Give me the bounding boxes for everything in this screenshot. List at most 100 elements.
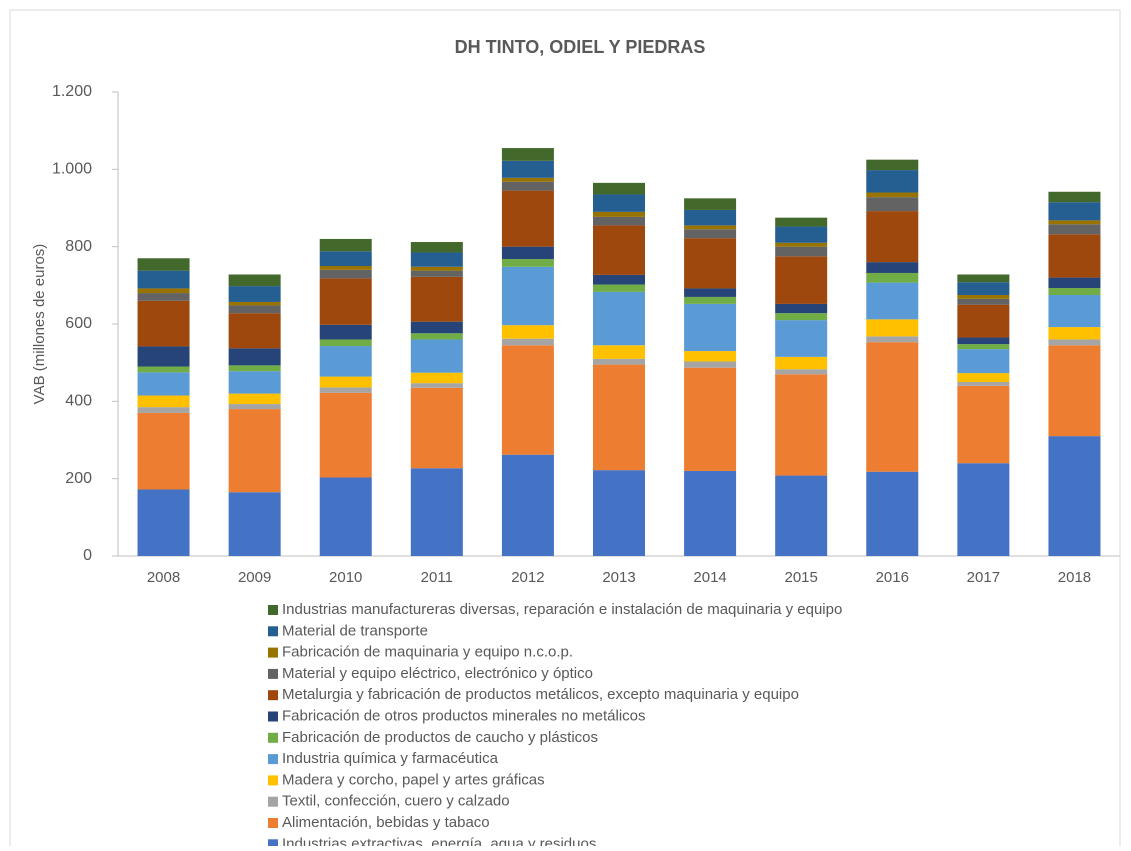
bar-segment	[957, 304, 1010, 338]
x-tick-label: 2008	[147, 569, 180, 586]
legend-label: Alimentación, bebidas y tabaco	[282, 814, 490, 831]
bar-segment	[775, 320, 828, 357]
bar-segment	[228, 274, 281, 287]
bar-segment	[501, 266, 554, 326]
bar-segment	[684, 198, 737, 210]
bar-segment	[228, 305, 281, 314]
bar-segment	[684, 209, 737, 226]
bar-segment	[593, 364, 645, 471]
bar-segment	[593, 345, 645, 359]
bar-segment	[319, 251, 372, 266]
legend-swatch	[268, 796, 278, 807]
legend-swatch	[268, 647, 278, 658]
bar-segment	[593, 274, 645, 285]
bar-segment	[684, 296, 737, 304]
bar-segment	[866, 192, 919, 198]
bar-segment	[410, 372, 463, 384]
bar-segment	[319, 324, 372, 340]
bar-segment	[319, 266, 372, 270]
bar-segment	[410, 387, 463, 469]
bar-segment	[319, 346, 372, 377]
bar-segment	[319, 392, 372, 478]
bar-segment	[228, 301, 281, 306]
bar-segment	[866, 336, 919, 343]
bar-segment	[1048, 327, 1101, 340]
bar-segment	[501, 148, 554, 161]
bar-segment	[1048, 345, 1101, 437]
bar-segment	[137, 407, 190, 413]
bar-segment	[866, 159, 919, 171]
bar-segment	[228, 348, 281, 366]
bar-segment	[775, 369, 828, 375]
bar-segment	[1048, 436, 1101, 556]
bar-segment	[319, 278, 372, 325]
bar-segment	[1048, 224, 1101, 235]
x-tick-label: 2017	[967, 569, 1000, 586]
bar-segment	[1048, 277, 1101, 289]
bar-segment	[593, 358, 645, 365]
bar-segment	[593, 291, 645, 346]
legend-label: Madera y corcho, papel y artes gráficas	[282, 771, 545, 788]
bar-segment	[775, 374, 828, 476]
bar-segment	[410, 242, 463, 253]
bar-segment	[410, 270, 463, 277]
legend-swatch	[268, 690, 278, 701]
bar-segment	[593, 225, 645, 275]
bar-segment	[684, 361, 737, 368]
bar-segment	[866, 211, 919, 263]
bar-segment	[593, 470, 645, 556]
bar-segment	[775, 256, 828, 304]
bar-segment	[319, 339, 372, 347]
legend-swatch	[268, 775, 278, 786]
legend-swatch	[268, 668, 278, 679]
bar-segment	[228, 409, 281, 493]
bar-segment	[684, 238, 737, 289]
bar-segment	[410, 468, 463, 556]
y-axis-label: VAB (millones de euros)	[31, 244, 48, 405]
bar-segment	[775, 226, 828, 243]
chart-border	[9, 9, 1121, 851]
bar-segment	[957, 382, 1010, 386]
bar-segment	[137, 372, 190, 396]
bar-segment	[957, 274, 1010, 283]
bar-segment	[1048, 295, 1101, 328]
bar-segment	[593, 194, 645, 212]
bar-segment	[228, 371, 281, 394]
bar-segment	[957, 295, 1010, 299]
legend-label: Fabricación de otros productos minerales…	[282, 707, 646, 724]
legend-swatch	[268, 839, 278, 850]
bar-segment	[410, 276, 463, 322]
bar-segment	[501, 345, 554, 455]
bar-segment	[501, 454, 554, 556]
legend-label: Material y equipo eléctrico, electrónico…	[282, 665, 593, 682]
bar-segment	[957, 337, 1010, 345]
legend-swatch	[268, 711, 278, 722]
bar-segment	[684, 367, 737, 471]
bar-segment	[866, 170, 919, 193]
bar-segment	[866, 319, 919, 337]
bar-segment	[775, 242, 828, 247]
legend-label: Industrias manufactureras diversas, repa…	[282, 601, 842, 618]
bar-segment	[1048, 288, 1101, 295]
bar-segment	[684, 225, 737, 230]
bar-segment	[684, 229, 737, 239]
bar-segment	[684, 303, 737, 352]
bar-segment	[137, 489, 190, 556]
y-tick-label: 200	[65, 470, 92, 487]
bar-segment	[957, 298, 1010, 305]
bar-segment	[228, 365, 281, 372]
bar-segment	[775, 303, 828, 314]
x-tick-label: 2018	[1058, 569, 1091, 586]
bar-segment	[319, 269, 372, 279]
bar-segment	[319, 238, 372, 252]
bar-segment	[684, 470, 737, 556]
bar-segment	[684, 351, 737, 362]
legend-swatch	[268, 754, 278, 765]
bar-segment	[410, 252, 463, 267]
bar-segment	[593, 284, 645, 292]
bar-segment	[319, 387, 372, 393]
bar-segment	[775, 246, 828, 257]
bar-segment	[228, 313, 281, 349]
y-tick-label: 1.000	[52, 161, 92, 178]
bar-segment	[137, 346, 190, 367]
